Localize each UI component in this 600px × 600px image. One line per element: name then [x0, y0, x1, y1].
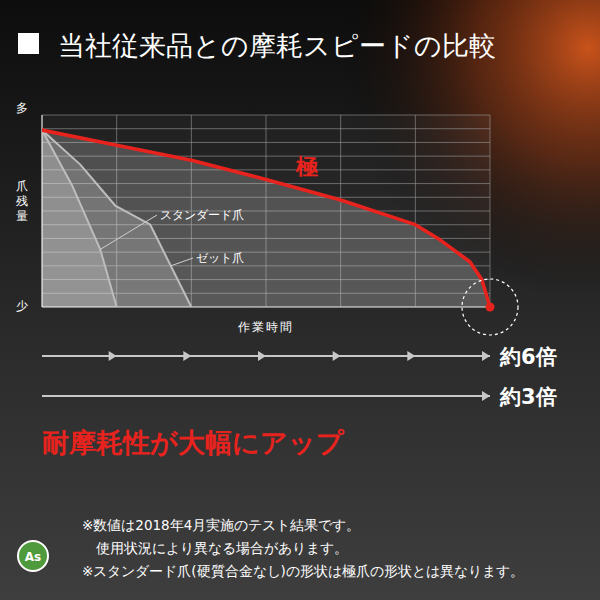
arrow-head [109, 351, 117, 361]
series-label: スタンダード爪 [160, 208, 244, 222]
footnote: 使用状況により異なる場合があります。 [96, 540, 348, 556]
series-group [42, 130, 490, 307]
y-axis-title: 爪残量 [16, 179, 28, 223]
plot-background [42, 115, 490, 307]
series-end-dot [486, 303, 495, 312]
arrow-shaft [42, 395, 490, 397]
arrow-row: 約6倍 [42, 345, 557, 369]
background [0, 0, 600, 600]
arrow-head [183, 351, 191, 361]
arrow-head [482, 351, 490, 361]
footnote: ※数値は2018年4月実施のテスト結果です。 [82, 517, 360, 533]
arrow-head [333, 351, 341, 361]
highlight-circle [462, 279, 518, 335]
chart-root: 当社従来品との摩耗スピードの比較スタンダード爪ゼット爪 極 多少 爪残量作業時間約6倍… [0, 0, 600, 600]
x-axis-title: 作業時間 [237, 320, 294, 334]
series-markers [462, 279, 518, 335]
title: 当社従来品との摩耗スピードの比較 [58, 30, 496, 61]
series-label: 極 [295, 154, 318, 179]
arrow-head [258, 351, 266, 361]
grid [42, 115, 490, 307]
label-leader [100, 215, 157, 249]
ratio-label: 約6倍 [499, 345, 557, 369]
y-axis-title-char: 爪 [16, 179, 28, 193]
y-axis-title-char: 残 [16, 194, 28, 208]
label-leader [171, 258, 193, 266]
background-glow [0, 0, 600, 600]
y-axis-title-char: 量 [16, 209, 28, 223]
y-low-label: 少 [16, 299, 28, 313]
y-high-label: 多 [16, 101, 28, 115]
footnote: ※スタンダード爪(硬質合金なし)の形状は極爪の形状とは異なります。 [82, 563, 524, 579]
series-line [42, 130, 490, 307]
arrow-head [482, 391, 490, 401]
arrow-row: 約3倍 [42, 385, 557, 409]
series-line [42, 130, 117, 307]
series-area [42, 130, 490, 307]
headline: 耐摩耗性が大幅にアップ [42, 427, 345, 458]
logo-badge [18, 541, 48, 571]
series-labels: スタンダード爪ゼット爪 極 [100, 154, 318, 266]
logo-text: As [25, 550, 41, 564]
series-label: ゼット爪 [196, 251, 244, 265]
ratio-label: 約3倍 [499, 385, 557, 409]
x-grid-line [490, 115, 491, 307]
title-square [18, 33, 39, 54]
arrow-head [407, 351, 415, 361]
